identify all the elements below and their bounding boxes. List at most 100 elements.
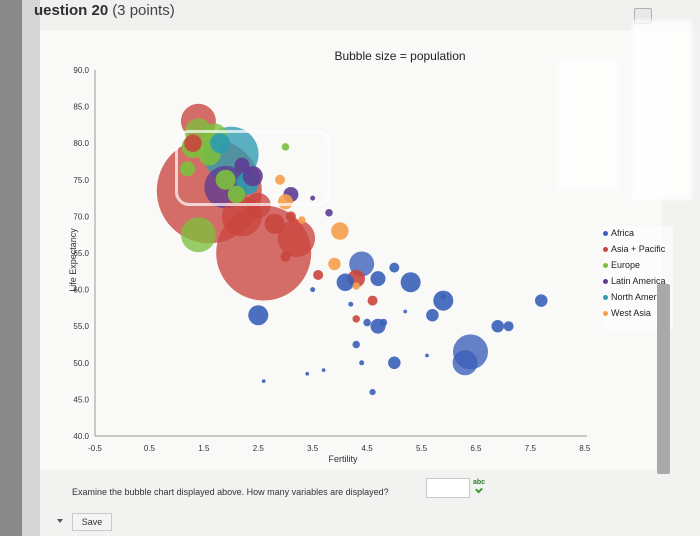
bubble-africa (425, 353, 429, 358)
bubble-asia-pacific (280, 251, 291, 262)
legend-swatch (603, 295, 608, 301)
bubble-africa (305, 371, 310, 376)
bubble-africa (363, 318, 371, 327)
y-tick-label: 90.0 (73, 66, 89, 75)
x-axis-label: Fertility (329, 454, 358, 464)
question-title: uestion 20 (3 points) (34, 2, 175, 19)
legend-label: Africa (611, 228, 635, 238)
legend-label: West Asia (611, 308, 651, 318)
scrollbar[interactable] (657, 284, 670, 474)
y-tick-label: 50.0 (73, 359, 89, 368)
y-tick-label: 75.0 (73, 176, 89, 185)
bubble-latin-america (234, 157, 250, 173)
bubble-africa (248, 305, 269, 326)
bubble-latin-america (325, 208, 333, 217)
bubble-africa (535, 294, 548, 307)
bubble-asia-pacific (352, 315, 360, 323)
legend-item: Latin America (603, 276, 666, 286)
answer-field[interactable] (426, 478, 470, 498)
screen-glare (632, 20, 692, 200)
legend-label: Asia + Pacific (611, 244, 666, 254)
x-tick-label: 2.5 (253, 444, 265, 453)
bubble-africa (403, 309, 408, 314)
bubble-africa (379, 318, 388, 327)
x-tick-label: 6.5 (470, 444, 482, 453)
left-frame-gutter (22, 0, 40, 536)
legend-label: North America (611, 292, 669, 302)
bubble-africa (400, 272, 421, 293)
bubble-west-asia (275, 174, 286, 185)
y-tick-label: 65.0 (73, 249, 89, 258)
bubble-europe (227, 185, 246, 204)
x-tick-label: 1.5 (198, 444, 210, 453)
bubble-asia-pacific (277, 219, 316, 258)
bubble-asia-pacific (313, 269, 324, 280)
caret-down-icon[interactable] (57, 519, 63, 523)
legend-item: West Asia (603, 308, 651, 318)
screen-glare (558, 60, 618, 190)
bubble-west-asia (328, 257, 341, 271)
bubble-africa (389, 262, 400, 273)
question-points: (3 points) (112, 2, 175, 19)
bubble-africa (491, 319, 504, 333)
bubble-west-asia (352, 282, 360, 290)
x-tick-label: 7.5 (525, 444, 537, 453)
legend-item: North America (603, 292, 668, 302)
legend-swatch (603, 279, 608, 285)
bubble-africa (388, 356, 401, 370)
y-tick-label: 85.0 (73, 103, 89, 112)
legend-swatch (603, 231, 608, 237)
screen-glare-frame (175, 130, 331, 206)
bubble-africa (370, 271, 386, 287)
bubble-west-asia (298, 216, 306, 224)
chart-title: Bubble size = population (334, 49, 465, 63)
x-tick-label: -0.5 (88, 444, 102, 453)
legend-item: Africa (603, 228, 634, 238)
legend-item: Asia + Pacific (603, 244, 665, 254)
bubble-latin-america (242, 166, 263, 187)
y-tick-label: 45.0 (73, 395, 89, 404)
question-prompt: Examine the bubble chart displayed above… (72, 487, 389, 497)
x-tick-label: 0.5 (144, 444, 156, 453)
chart-legend: Africa Asia + Pacific Europe Latin America N… (603, 226, 673, 330)
save-button[interactable]: Save (72, 513, 112, 531)
x-tick-label: 3.5 (307, 444, 319, 453)
bubble-africa (310, 287, 316, 293)
y-tick-label: 55.0 (73, 322, 89, 331)
bubble-africa (426, 308, 439, 322)
bubble-latin-america (310, 195, 316, 201)
bubble-asia-pacific (285, 211, 296, 222)
bubble-europe (215, 169, 236, 190)
bubble-asia-pacific (367, 295, 378, 306)
bubble-africa (359, 360, 365, 366)
bubble-africa (348, 301, 354, 307)
legend-swatch (603, 247, 608, 253)
bubble-europe (281, 143, 290, 151)
y-tick-label: 80.0 (73, 139, 89, 148)
legend-label: Latin America (611, 276, 666, 286)
bubble-africa (433, 290, 454, 311)
bubble-africa (261, 379, 266, 383)
bubble-europe (180, 217, 216, 253)
question-number: uestion 20 (34, 2, 109, 19)
x-tick-label: 8.5 (579, 444, 591, 453)
bubble-africa (440, 294, 446, 300)
legend-label: Europe (611, 260, 641, 270)
bubble-north-america (210, 133, 231, 154)
bubble-europe (180, 161, 196, 177)
legend-swatch (603, 311, 608, 317)
bubble-africa (503, 321, 514, 332)
y-axis-label: Life Expectancy (68, 228, 78, 292)
y-tick-label: 60.0 (73, 286, 89, 295)
bubble-west-asia (331, 222, 349, 240)
left-frame-bar (0, 0, 22, 536)
legend-item: Europe (603, 260, 640, 270)
spell-check-icon[interactable]: abc (473, 479, 486, 486)
x-tick-label: 5.5 (416, 444, 428, 453)
bubble-africa (336, 273, 355, 292)
y-tick-label: 40.0 (73, 432, 89, 441)
bubble-africa (369, 388, 376, 396)
bubble-africa (352, 340, 360, 349)
question-header (22, 0, 700, 30)
